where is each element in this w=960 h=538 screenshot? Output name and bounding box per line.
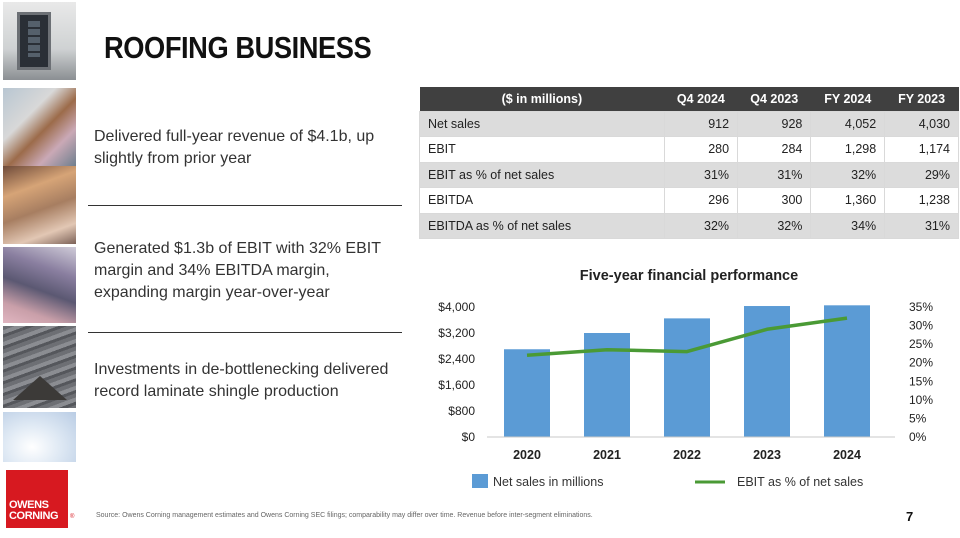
table-cell: 1,238 (884, 187, 959, 214)
table-header-cell: FY 2024 (810, 87, 885, 111)
table-cell: 31% (663, 161, 739, 188)
logo-registered-mark: ® (70, 514, 75, 520)
table-cell: 296 (663, 187, 739, 214)
legend-label-net-sales: Net sales in millions (493, 475, 603, 489)
table-cell: 32% (737, 212, 812, 239)
line-ebit-margin (526, 316, 848, 358)
logo-text: OWENS CORNING (9, 499, 59, 522)
x-tick-label: 2023 (753, 448, 781, 462)
table-header-cell: Q4 2024 (664, 87, 738, 111)
table-cell: 31% (884, 212, 959, 239)
source-footnote: Source: Owens Corning management estimat… (96, 512, 593, 519)
table-cell: EBITDA as % of net sales (419, 212, 665, 239)
x-tick-label: 2020 (513, 448, 541, 462)
chart-canvas: $0 $800 $1,600 $2,400 $3,200 $4,000 0% 5% 10% 15%… (438, 300, 933, 489)
y-left-tick-label: $2,400 (438, 352, 475, 366)
y-right-tick-label: 10% (909, 393, 933, 407)
page-title: ROOFING BUSINESS (104, 30, 372, 65)
table-cell: 284 (737, 136, 812, 163)
table-cell: 4,030 (884, 110, 959, 137)
y-right-tick-label: 0% (909, 430, 927, 444)
table-row: EBIT 280 284 1,298 1,174 (419, 136, 959, 163)
table-header-cell: Q4 2023 (737, 87, 811, 111)
photo-strip (0, 0, 78, 538)
y-right-tick-label: 35% (909, 300, 933, 314)
roofer-boots-photo (3, 88, 76, 166)
divider (88, 205, 402, 206)
owens-corning-logo: OWENS CORNING (6, 470, 68, 528)
y-right-tick-label: 25% (909, 337, 933, 351)
y-left-tick-label: $3,200 (438, 326, 475, 340)
financial-table: ($ in millions) Q4 2024 Q4 2023 FY 2024 … (419, 87, 959, 239)
chart-title: Five-year financial performance (579, 268, 799, 284)
statement-investments: Investments in de-bottlenecking delivere… (94, 361, 389, 400)
table-header-row: ($ in millions) Q4 2024 Q4 2023 FY 2024 … (419, 87, 959, 111)
table-header-cell: ($ in millions) (419, 87, 665, 111)
y-right-tick-label: 20% (909, 356, 933, 370)
y-left-tick-label: $800 (448, 404, 475, 418)
table-cell: 1,174 (884, 136, 959, 163)
table-cell: 300 (737, 187, 812, 214)
table-row: Net sales 912 928 4,052 4,030 (419, 110, 959, 137)
table-cell: EBIT as % of net sales (419, 161, 665, 188)
roof-installers-photo (3, 247, 76, 323)
shingles-photo (3, 326, 76, 408)
table-row: EBITDA 296 300 1,360 1,238 (419, 187, 959, 214)
table-header-cell: FY 2023 (884, 87, 959, 111)
table-cell: 4,052 (810, 110, 886, 137)
table-cell: 928 (737, 110, 812, 137)
table-cell: Net sales (419, 110, 665, 137)
table-cell: 280 (663, 136, 739, 163)
legend-label-ebit-margin: EBIT as % of net sales (737, 475, 863, 489)
table-cell: 1,298 (810, 136, 886, 163)
divider (88, 332, 402, 333)
statement-ebit: Generated $1.3b of EBIT with 32% EBIT ma… (94, 240, 381, 301)
y-right-tick-label: 30% (909, 319, 933, 333)
table-cell: 32% (810, 161, 886, 188)
table-cell: EBITDA (419, 187, 665, 214)
table-cell: EBIT (419, 136, 665, 163)
y-right-tick-label: 5% (909, 411, 927, 425)
statement-revenue: Delivered full-year revenue of $4.1b, up… (94, 128, 375, 167)
bar-net-sales (824, 305, 870, 437)
table-row: EBIT as % of net sales 31% 31% 32% 29% (419, 161, 959, 188)
page-number: 7 (906, 509, 914, 524)
bar-net-sales (504, 349, 550, 437)
y-left-tick-label: $0 (462, 430, 476, 444)
x-tick-label: 2022 (673, 448, 701, 462)
table-cell: 34% (810, 212, 886, 239)
financial-performance-chart: Five-year financial performance $0 $800 $1… (419, 262, 959, 498)
house-door-photo (3, 2, 76, 80)
y-left-tick-label: $1,600 (438, 378, 475, 392)
y-left-tick-label: $4,000 (438, 300, 475, 314)
bar-net-sales (664, 318, 710, 437)
table-cell: 912 (663, 110, 739, 137)
table-cell: 32% (663, 212, 739, 239)
table-row: EBITDA as % of net sales 32% 32% 34% 31% (419, 212, 959, 239)
x-tick-label: 2024 (833, 448, 861, 462)
insulation-material-photo (3, 412, 76, 462)
table-cell: 31% (737, 161, 812, 188)
table-cell: 29% (884, 161, 959, 188)
table-cell: 1,360 (810, 187, 886, 214)
insulation-worker-photo (3, 166, 76, 244)
y-right-tick-label: 15% (909, 374, 933, 388)
legend-swatch-net-sales (472, 474, 488, 488)
x-tick-label: 2021 (593, 448, 621, 462)
